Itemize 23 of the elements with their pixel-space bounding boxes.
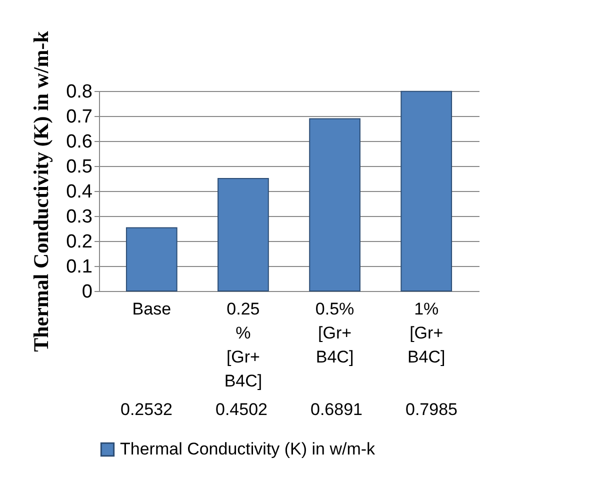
data-label: 0.2532 (120, 400, 172, 419)
y-tick-label: 0.5 (66, 156, 92, 178)
data-label: 0.4502 (216, 400, 268, 419)
legend-label: Thermal Conductivity (K) in w/m-k (120, 440, 376, 458)
x-tick-label: Base (132, 300, 172, 318)
y-tick-label: 0.4 (66, 182, 93, 202)
y-tick-label: 0 (82, 282, 92, 302)
y-tick-label: 0.2 (66, 232, 92, 252)
bar (218, 178, 269, 292)
y-tick-label: 0.1 (66, 256, 92, 278)
x-tick-label: 0.5% [Gr+ B4C] (315, 300, 354, 366)
x-tick-label: 1% [Gr+ B4C] (407, 300, 446, 366)
y-axis-title: Thermal Conductivity (K) in w/m-k (29, 30, 54, 352)
data-label: 0.7985 (406, 400, 458, 419)
bar (309, 118, 360, 292)
bar (126, 227, 178, 292)
y-tick-label: 0.6 (66, 132, 92, 152)
y-tick-label: 0.8 (66, 82, 92, 102)
y-tick-label: 0.7 (66, 106, 92, 128)
data-label: 0.6891 (310, 400, 362, 419)
x-tick-label: 0.25 % [Gr+ B4C] (224, 300, 262, 390)
y-tick-label: 0.3 (66, 206, 92, 228)
bar (400, 90, 452, 292)
